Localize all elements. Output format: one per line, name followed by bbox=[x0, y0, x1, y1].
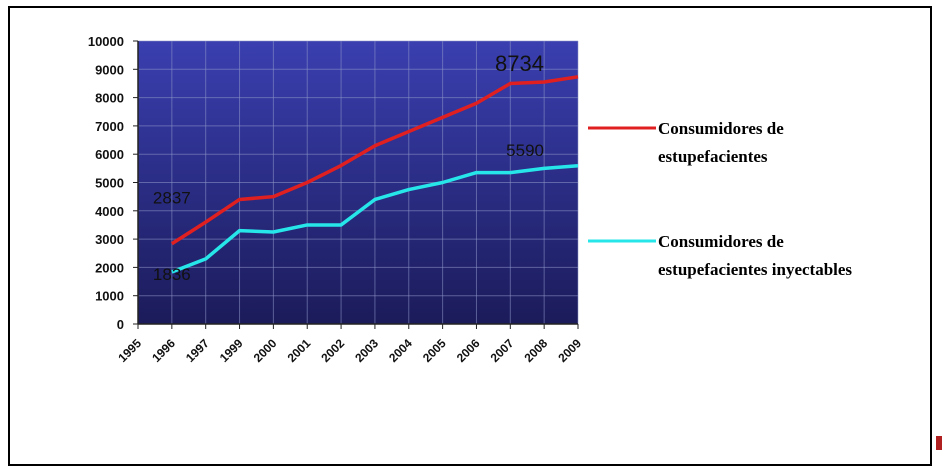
y-tick-label: 4000 bbox=[95, 204, 124, 219]
x-tick-label: 2002 bbox=[318, 336, 347, 365]
legend: Consumidores de estupefacientes Consumidor… bbox=[588, 119, 852, 279]
data-label: 1836 bbox=[153, 265, 191, 284]
corner-mark bbox=[936, 436, 942, 450]
legend-label: Consumidores de bbox=[658, 119, 784, 138]
x-tick-label: 2001 bbox=[285, 336, 314, 365]
data-labels: 2837 8734 1836 5590 bbox=[153, 51, 544, 284]
y-tick-label: 3000 bbox=[95, 232, 124, 247]
x-axis-ticks: 1995 1996 1997 1999 2000 2001 2002 2003 2004 2005… bbox=[115, 324, 584, 365]
series-line bbox=[171, 164, 579, 274]
data-label: 2837 bbox=[153, 189, 191, 208]
y-tick-label: 10000 bbox=[88, 34, 124, 49]
gridlines bbox=[137, 40, 579, 325]
y-tick-label: 7000 bbox=[95, 119, 124, 134]
x-tick-label: 2005 bbox=[420, 336, 449, 365]
x-tick-label: 2008 bbox=[521, 336, 550, 365]
x-tick-label: 2004 bbox=[386, 336, 415, 365]
legend-label: estupefacientes bbox=[658, 147, 768, 166]
data-label: 8734 bbox=[495, 51, 544, 76]
x-tick-label: 2003 bbox=[352, 336, 381, 365]
data-label: 5590 bbox=[506, 141, 544, 160]
x-tick-label: 1999 bbox=[217, 336, 246, 365]
x-tick-label: 1995 bbox=[115, 336, 144, 365]
y-axis-ticks: 0 1000 2000 3000 4000 5000 6000 7000 8000 9000 100… bbox=[88, 34, 138, 332]
line-chart: 0 1000 2000 3000 4000 5000 6000 7000 8000 9000 100… bbox=[88, 34, 853, 365]
y-tick-label: 5000 bbox=[95, 176, 124, 191]
series-lines bbox=[170, 75, 579, 274]
series-line bbox=[170, 75, 579, 246]
y-tick-label: 0 bbox=[117, 317, 124, 332]
chart-frame: 0 1000 2000 3000 4000 5000 6000 7000 8000 9000 100… bbox=[8, 6, 932, 466]
legend-label: estupefacientes inyectables bbox=[658, 260, 852, 279]
x-tick-label: 1997 bbox=[183, 336, 212, 365]
x-tick-label: 2006 bbox=[454, 336, 483, 365]
y-tick-label: 6000 bbox=[95, 147, 124, 162]
x-tick-label: 2007 bbox=[488, 336, 517, 365]
legend-label: Consumidores de bbox=[658, 232, 784, 251]
y-tick-label: 2000 bbox=[95, 260, 124, 275]
x-tick-label: 2000 bbox=[251, 336, 280, 365]
y-tick-label: 9000 bbox=[95, 62, 124, 77]
x-tick-label: 1996 bbox=[149, 336, 178, 365]
y-tick-label: 8000 bbox=[95, 91, 124, 106]
x-tick-label: 2009 bbox=[555, 336, 584, 365]
y-tick-label: 1000 bbox=[95, 289, 124, 304]
